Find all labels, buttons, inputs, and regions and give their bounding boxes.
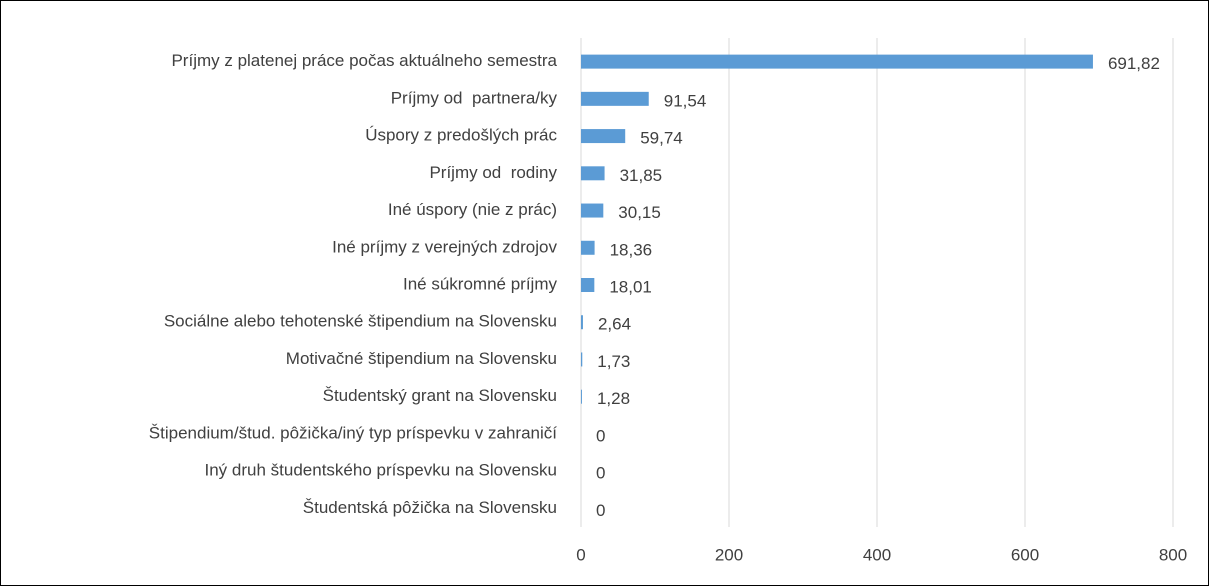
y-tick-label: Iné príjmy z verejných zdrojov [332, 237, 557, 256]
value-label: 1,73 [597, 352, 630, 371]
value-label: 691,82 [1108, 54, 1160, 73]
x-tick-label: 600 [1011, 545, 1039, 564]
value-label: 0 [596, 426, 605, 445]
value-label: 1,28 [597, 389, 630, 408]
bar [581, 389, 582, 404]
bar [581, 240, 595, 255]
y-tick-label: Príjmy z platenej práce počas aktuálneho… [171, 51, 557, 70]
bar [581, 129, 626, 144]
bar [581, 91, 649, 106]
y-tick-label: Príjmy od rodiny [429, 163, 557, 182]
bar [581, 203, 604, 218]
bar [581, 352, 583, 367]
x-tick-label: 0 [576, 545, 585, 564]
y-tick-label: Študentská pôžička na Slovensku [303, 498, 557, 517]
value-label: 30,15 [618, 203, 661, 222]
x-tick-label: 200 [715, 545, 743, 564]
x-tick-label: 400 [863, 545, 891, 564]
y-tick-label: Motivačné štipendium na Slovensku [286, 349, 557, 368]
bar [581, 315, 583, 330]
value-label: 2,64 [598, 315, 631, 334]
value-label: 0 [596, 501, 605, 520]
y-tick-label: Iné úspory (nie z prác) [388, 200, 557, 219]
value-label: 18,36 [610, 240, 653, 259]
value-label: 91,54 [664, 91, 707, 110]
y-tick-label: Iné súkromné príjmy [403, 274, 557, 293]
y-tick-label: Úspory z predošlých prác [365, 126, 557, 145]
value-label: 18,01 [609, 277, 652, 296]
bar [581, 54, 1093, 69]
y-tick-label: Študentský grant na Slovensku [323, 386, 557, 405]
y-tick-label: Príjmy od partnera/ky [391, 88, 558, 107]
y-tick-label: Sociálne alebo tehotenské štipendium na … [164, 312, 557, 331]
x-tick-label: 800 [1159, 545, 1187, 564]
bar [581, 278, 595, 292]
value-label: 0 [596, 464, 605, 483]
y-tick-label: Štipendium/štud. pôžička/iný typ príspev… [149, 423, 557, 442]
value-label: 59,74 [640, 129, 683, 148]
value-label: 31,85 [620, 166, 663, 185]
bar [581, 166, 605, 181]
y-tick-label: Iný druh študentského príspevku na Slove… [205, 461, 558, 480]
